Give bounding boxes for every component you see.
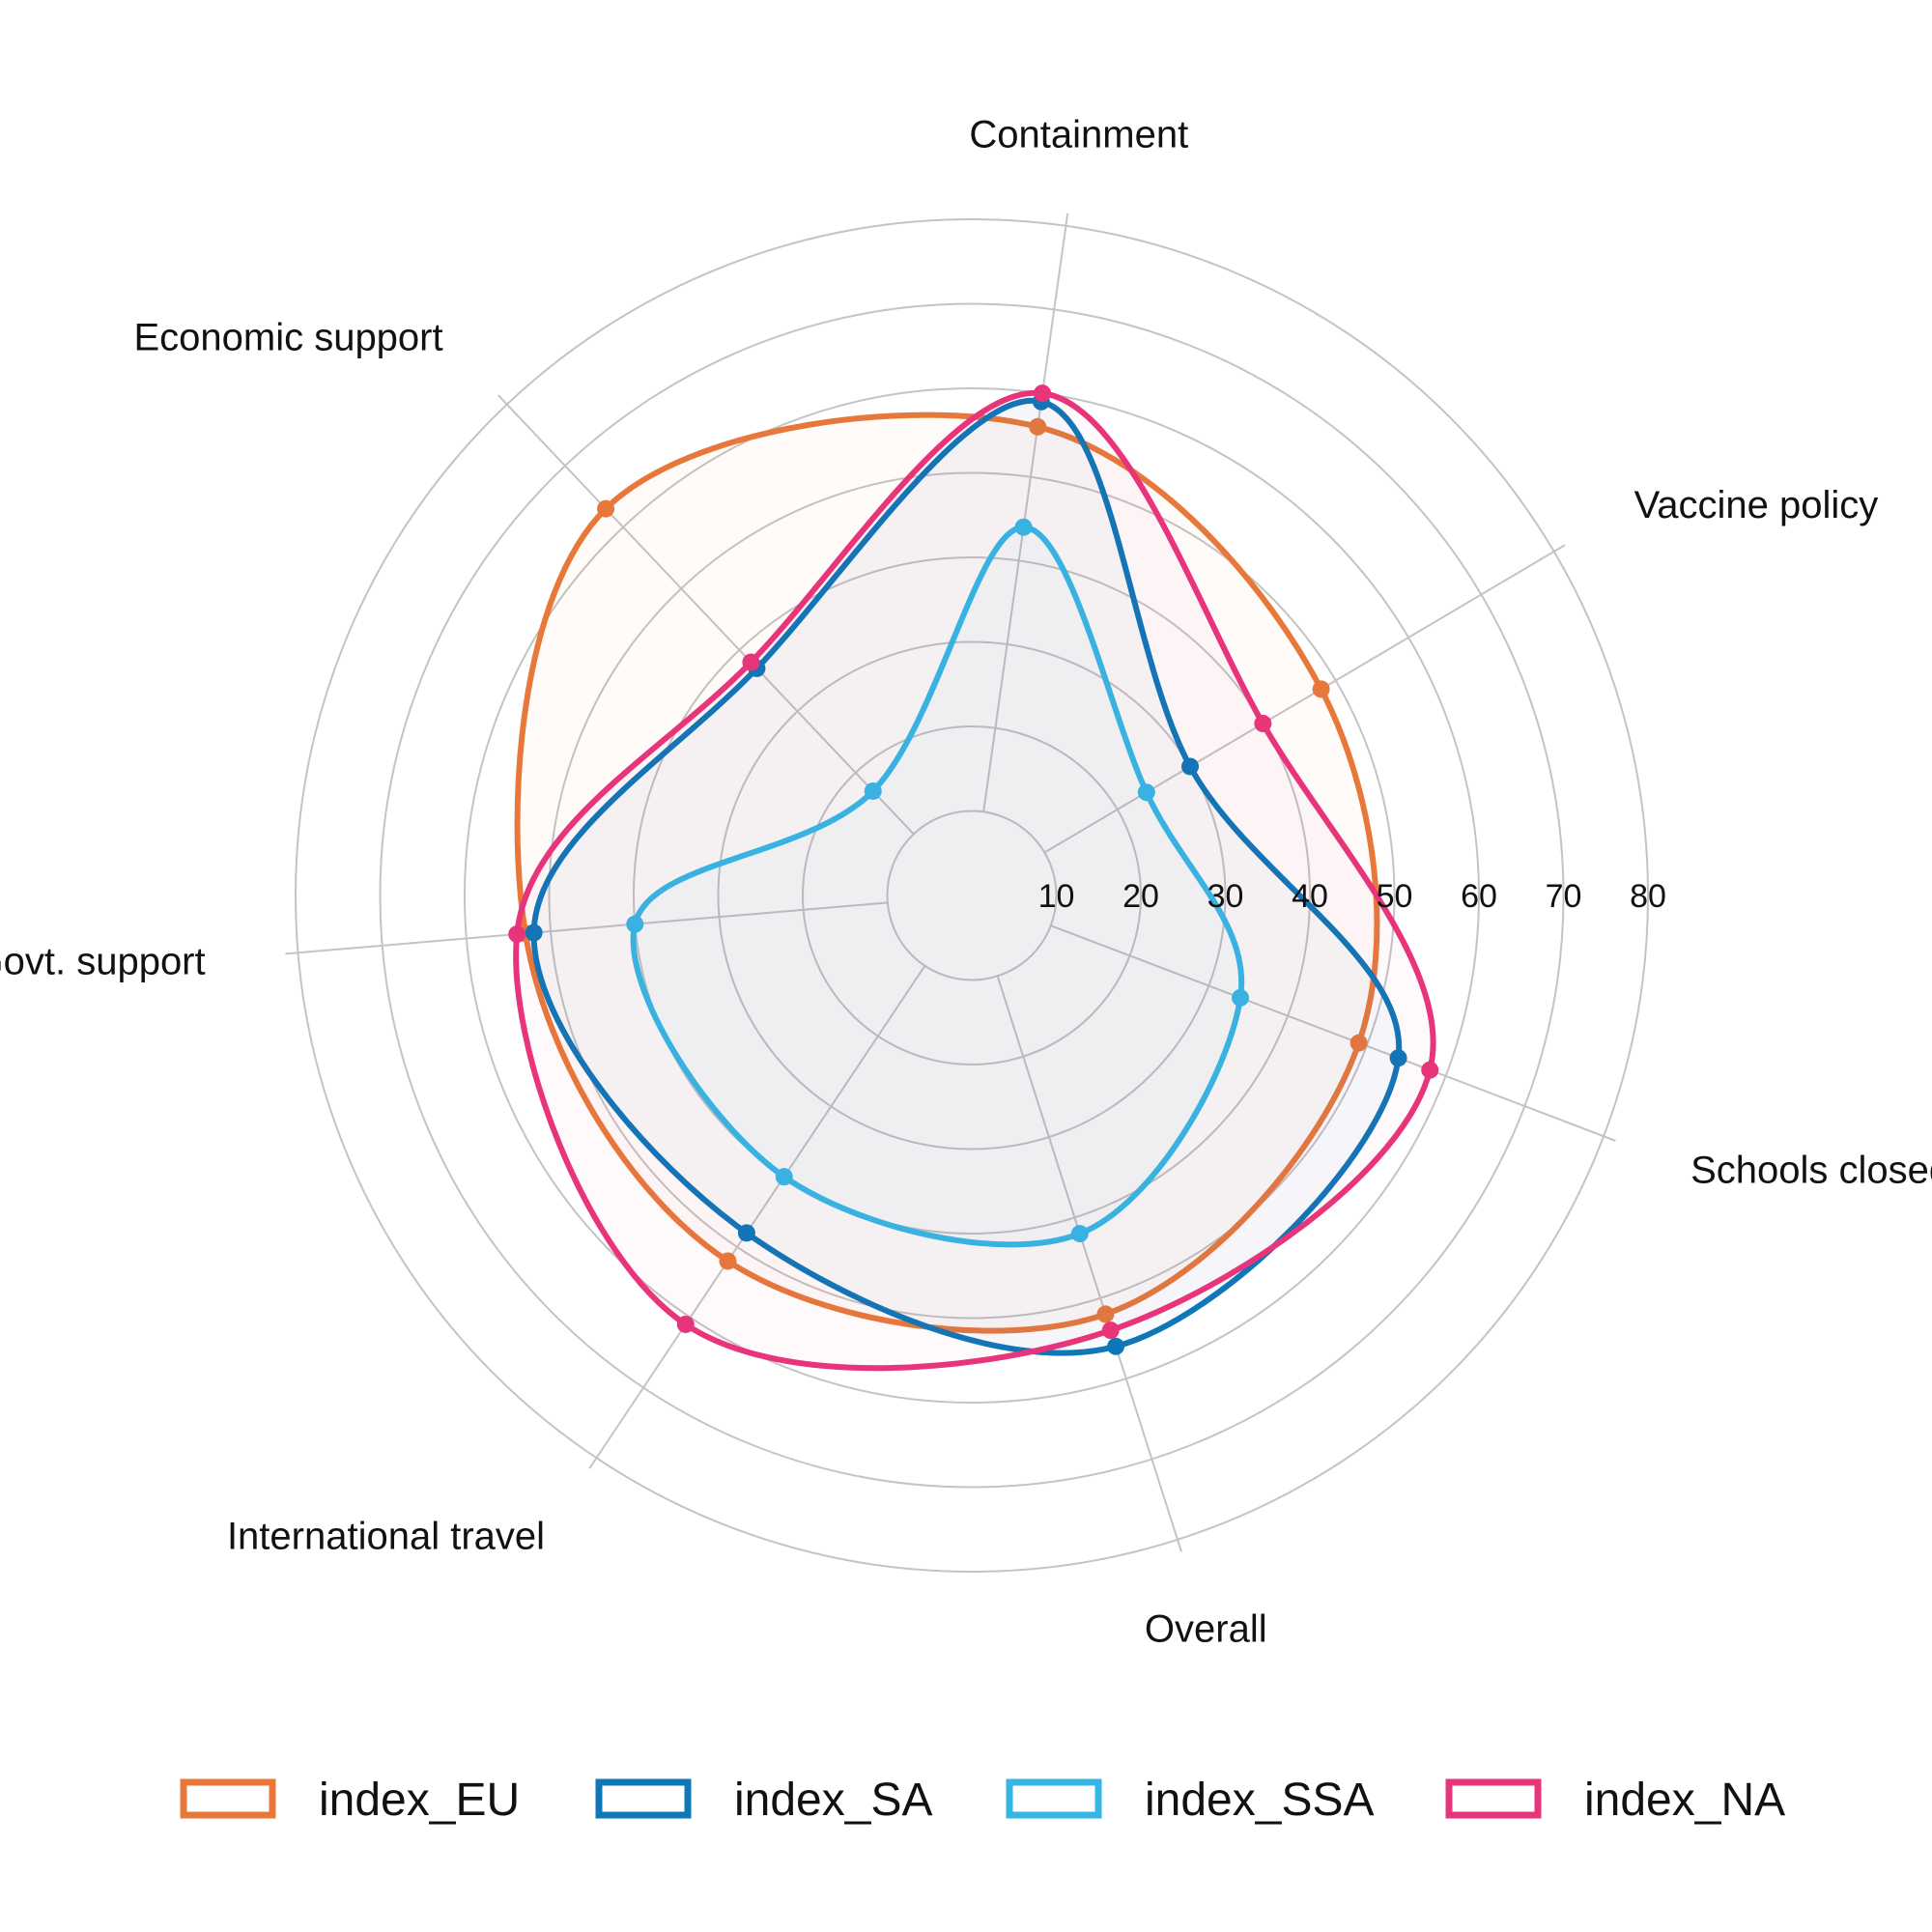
data-point (508, 925, 526, 944)
grid-ring-40 (633, 556, 1311, 1235)
axis-spoke (588, 965, 926, 1469)
grid-ring-60 (464, 387, 1480, 1404)
data-point (1034, 384, 1052, 403)
axis-label: Govt. support (0, 940, 206, 982)
axis-label: Containment (969, 113, 1188, 156)
series-index_EU (514, 412, 1380, 1334)
data-point (1014, 518, 1033, 536)
radial-tick-label: 10 (1038, 878, 1075, 915)
data-point (1181, 757, 1200, 776)
grid-ring-10 (886, 810, 1058, 981)
data-point (1137, 783, 1155, 802)
legend-label: index_SSA (1145, 1775, 1375, 1826)
axis-spoke (285, 901, 888, 955)
grid-ring-80 (295, 218, 1649, 1573)
series-index_SA (525, 392, 1407, 1356)
series-layer (508, 384, 1439, 1372)
axis-spoke (996, 976, 1182, 1552)
series-line (630, 524, 1245, 1248)
data-point (1029, 417, 1047, 436)
data-point (1101, 1321, 1120, 1340)
legend-item: index_NA (1445, 1775, 1785, 1826)
data-point (1389, 1049, 1407, 1067)
grid-ring-30 (717, 640, 1227, 1151)
radial-tick-label: 60 (1461, 878, 1497, 915)
legend-label: index_EU (319, 1775, 520, 1826)
radar-grid (285, 213, 1649, 1573)
series-line (530, 397, 1403, 1356)
axis-spoke (982, 213, 1069, 812)
radial-tick-label: 20 (1122, 878, 1159, 915)
data-point (719, 1252, 737, 1270)
axis-spoke (497, 394, 915, 836)
series-index_NA (508, 384, 1439, 1372)
legend-swatch (1445, 1778, 1542, 1819)
series-line (514, 412, 1380, 1334)
legend-label: index_NA (1584, 1775, 1785, 1826)
axis-spoke (1050, 924, 1616, 1142)
data-point (742, 653, 760, 671)
radial-tick-label: 50 (1377, 878, 1413, 915)
radial-tick-label: 40 (1292, 878, 1328, 915)
data-point (1070, 1225, 1089, 1243)
axis-label: International travel (227, 1515, 545, 1557)
data-point (1254, 714, 1272, 732)
legend-swatch (595, 1778, 692, 1819)
grid-ring-20 (802, 725, 1142, 1065)
legend-label: index_SA (734, 1775, 932, 1826)
data-point (1350, 1034, 1368, 1052)
data-point (1096, 1305, 1115, 1323)
series-line (513, 389, 1436, 1372)
axis-labels: Containment Vaccine policy Schools closed O… (0, 113, 1932, 1650)
legend: index_EU index_SA index_SSA index_NA (180, 1775, 1785, 1826)
legend-swatch (1006, 1778, 1102, 1819)
axis-label: Overall (1145, 1607, 1267, 1650)
tick-labels: 10 20 30 40 50 60 70 80 (1038, 878, 1666, 915)
data-point (1232, 988, 1250, 1007)
data-point (676, 1315, 695, 1333)
axis-label: Vaccine policy (1634, 484, 1879, 526)
axis-label: Economic support (133, 317, 442, 359)
radial-tick-label: 30 (1208, 878, 1244, 915)
data-point (597, 499, 615, 518)
data-point (737, 1224, 755, 1242)
grid-ring-50 (548, 471, 1396, 1320)
grid-ring-70 (379, 302, 1565, 1489)
radial-tick-label: 80 (1630, 878, 1666, 915)
data-point (864, 781, 882, 800)
data-point (626, 915, 644, 933)
data-point (775, 1168, 793, 1186)
series-index_SSA (626, 518, 1250, 1248)
legend-item: index_SA (595, 1775, 932, 1826)
axis-label: Schools closed (1690, 1149, 1932, 1191)
data-point (1312, 680, 1330, 698)
legend-item: index_EU (180, 1775, 520, 1826)
legend-swatch (180, 1778, 276, 1819)
data-point (1107, 1337, 1125, 1355)
radial-tick-label: 70 (1546, 878, 1582, 915)
data-point (1421, 1061, 1439, 1079)
axis-spoke (1043, 544, 1566, 854)
legend-item: index_SSA (1006, 1775, 1375, 1826)
data-point (525, 923, 543, 942)
